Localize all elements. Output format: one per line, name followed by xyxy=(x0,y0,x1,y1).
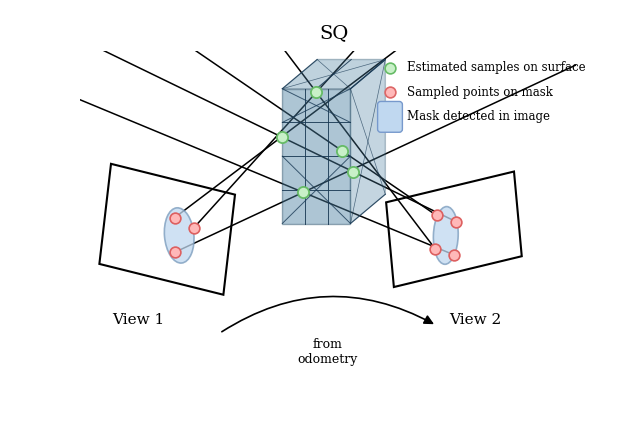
Text: Mask detected in image: Mask detected in image xyxy=(407,111,550,123)
Text: View 2: View 2 xyxy=(449,313,501,327)
Point xyxy=(431,212,442,219)
Point xyxy=(276,133,287,140)
Point xyxy=(348,168,358,175)
Ellipse shape xyxy=(433,207,458,264)
Polygon shape xyxy=(351,60,385,224)
Point xyxy=(189,225,199,231)
Text: View 1: View 1 xyxy=(112,313,164,327)
Point xyxy=(430,245,440,252)
Point xyxy=(170,249,180,256)
Text: from
odometry: from odometry xyxy=(298,338,358,366)
Point xyxy=(385,89,395,96)
FancyBboxPatch shape xyxy=(378,101,403,132)
Point xyxy=(451,218,461,225)
FancyArrowPatch shape xyxy=(222,297,433,332)
Polygon shape xyxy=(282,60,385,89)
Point xyxy=(298,189,308,196)
Text: SQ: SQ xyxy=(319,24,349,43)
Point xyxy=(449,252,459,258)
Text: Estimated samples on surface: Estimated samples on surface xyxy=(407,61,586,74)
Text: Sampled points on mask: Sampled points on mask xyxy=(407,86,553,99)
Point xyxy=(337,147,347,154)
Point xyxy=(385,64,395,71)
Point xyxy=(311,89,321,96)
Point xyxy=(170,214,180,221)
Ellipse shape xyxy=(164,208,194,263)
Polygon shape xyxy=(282,89,351,224)
